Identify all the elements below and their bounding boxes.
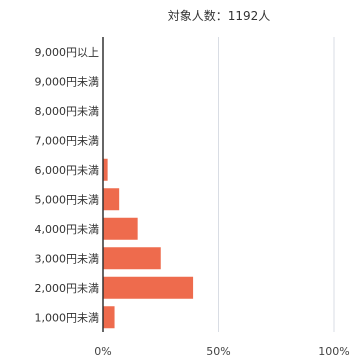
category-label: 3,000円未満 <box>35 252 100 265</box>
x-tick-label: 0% <box>94 345 111 358</box>
bar <box>103 158 108 181</box>
category-label: 2,000円未満 <box>35 282 100 295</box>
x-tick-label: 50% <box>206 345 230 358</box>
bar <box>103 217 138 240</box>
category-label: 5,000円未満 <box>35 193 100 206</box>
category-label: 9,000円未満 <box>35 75 100 88</box>
bar <box>103 276 194 299</box>
category-label: 8,000円未満 <box>35 105 100 118</box>
bar <box>103 188 120 211</box>
category-labels: 1,000円未満 2,000円未満 3,000円未満 4,000円未満 5,000円未満… <box>35 46 100 325</box>
category-label: 4,000円未満 <box>35 223 100 236</box>
category-label: 6,000円未満 <box>35 164 100 177</box>
bar <box>103 306 115 329</box>
category-label: 9,000円以上 <box>35 46 100 59</box>
chart-title: 対象人数：1192人 <box>168 8 271 23</box>
x-tick-label: 100% <box>318 345 349 358</box>
x-tick-labels: 0% 50% 100% <box>94 345 349 358</box>
grid-lines <box>218 37 335 332</box>
category-label: 7,000円未満 <box>35 134 100 147</box>
bar-series <box>103 158 194 329</box>
category-label: 1,000円未満 <box>35 311 100 324</box>
bar <box>103 247 161 270</box>
